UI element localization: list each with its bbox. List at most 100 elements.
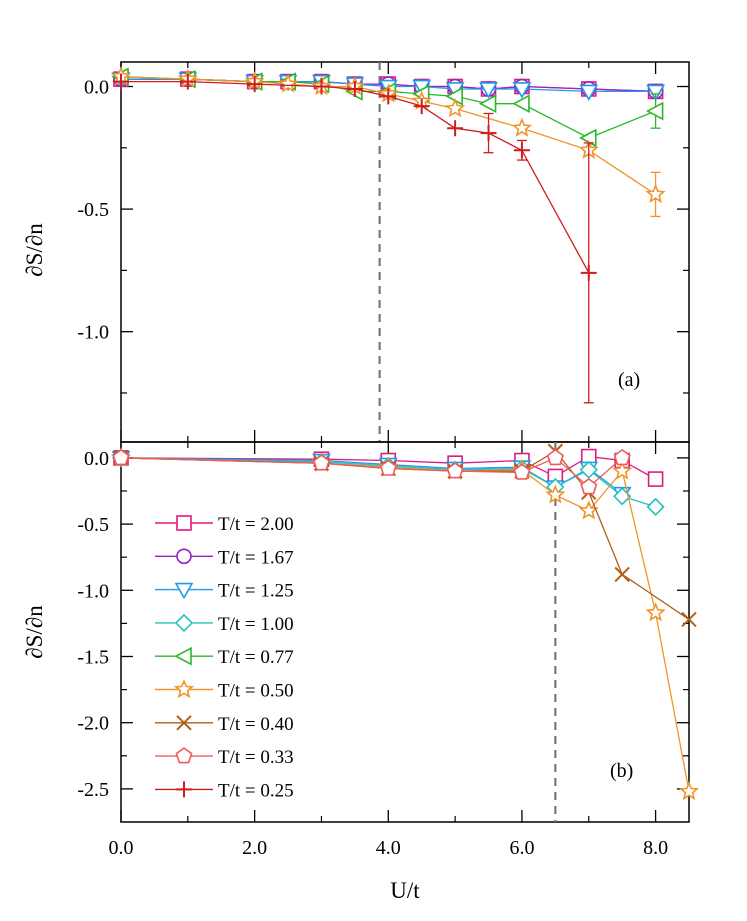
data-point-star xyxy=(545,484,566,504)
legend-label: T/t = 1.00 xyxy=(218,614,294,635)
data-point-triangle-down xyxy=(479,82,498,99)
data-point-star xyxy=(511,117,532,137)
legend-entry: T/t = 0.40 xyxy=(155,714,294,735)
legend-entry: T/t = 0.50 xyxy=(155,678,294,702)
data-point-plus xyxy=(246,76,263,93)
data-point-triangle-left xyxy=(512,94,530,114)
legend-marker-star xyxy=(173,678,195,699)
y-tick-label: -1.0 xyxy=(77,322,109,344)
data-point-triangle-left xyxy=(645,101,664,121)
data-point-star xyxy=(645,183,666,204)
series-line xyxy=(120,457,690,792)
panel-b: 0.0-0.5-1.0-1.5-2.0-2.5 0.0 2.0 4.0 6.0 8.0 … xyxy=(22,441,700,903)
legend-label: T/t = 0.77 xyxy=(218,647,294,668)
data-point-plus xyxy=(413,98,430,115)
data-point-plus xyxy=(313,78,330,95)
y-tick-label: -1.5 xyxy=(77,646,109,668)
y-tick-label: -2.5 xyxy=(77,779,109,801)
series-line xyxy=(120,450,690,620)
data-point-pentagon xyxy=(513,463,531,480)
panel-b-series xyxy=(110,443,700,801)
x-axis-label: U/t xyxy=(390,878,420,903)
legend-label: T/t = 0.33 xyxy=(218,747,294,768)
data-point-plus xyxy=(380,88,397,105)
data-point-star xyxy=(445,98,466,118)
x-tick-label: 4.0 xyxy=(376,837,401,859)
legend-marker-x xyxy=(176,715,192,731)
data-point-star xyxy=(612,460,633,480)
data-point-pentagon xyxy=(546,448,564,466)
legend-marker-square xyxy=(176,515,192,531)
legend-entry: T/t = 2.00 xyxy=(155,514,294,535)
legend-entry: T/t = 0.25 xyxy=(155,780,294,801)
legend-label: T/t = 1.25 xyxy=(218,581,294,602)
panel-a: 0.0 -0.5 -1.0 (a) ∂S/∂n xyxy=(22,61,690,443)
x-tick-label: 8.0 xyxy=(643,837,668,859)
legend-entry: T/t = 1.67 xyxy=(155,547,294,568)
panel-a-frame xyxy=(120,61,690,443)
data-point-triangle-down xyxy=(646,84,665,102)
data-point-pentagon xyxy=(379,459,397,476)
series-t-t-0-25 xyxy=(113,73,597,404)
data-point-triangle-left xyxy=(478,94,497,114)
legend-label: T/t = 0.40 xyxy=(218,714,294,735)
legend-label: T/t = 2.00 xyxy=(218,514,294,535)
panel-a-series xyxy=(110,66,666,404)
data-point-star xyxy=(678,780,700,801)
data-point-diamond xyxy=(646,497,665,517)
panel-b-ticks xyxy=(120,442,689,822)
panel-b-frame xyxy=(120,441,690,823)
data-point-pentagon xyxy=(112,448,130,466)
data-point-star xyxy=(645,602,666,622)
y-tick-label: 0.0 xyxy=(84,448,109,470)
data-point-pentagon xyxy=(580,478,598,495)
y-tick-label: 0.0 xyxy=(84,77,109,99)
panel-b-ylabel: ∂S/∂n xyxy=(22,605,47,659)
legend-marker-diamond xyxy=(174,613,194,633)
data-point-pentagon xyxy=(312,454,331,471)
x-tick-label: 2.0 xyxy=(242,837,267,859)
y-tick-label: -0.5 xyxy=(77,199,109,221)
data-point-star xyxy=(278,73,299,93)
panel-a-ytick-labels: 0.0 -0.5 -1.0 xyxy=(77,77,109,344)
legend-entry: T/t = 0.77 xyxy=(155,646,294,668)
data-point-plus xyxy=(580,264,597,281)
data-point-plus xyxy=(513,142,530,159)
data-point-x xyxy=(614,566,630,583)
panel-a-ylabel: ∂S/∂n xyxy=(22,223,47,277)
legend-entry: T/t = 0.33 xyxy=(155,747,294,768)
y-tick-label: -0.5 xyxy=(77,514,109,536)
panel-b-xtick-labels: 0.0 2.0 4.0 6.0 8.0 xyxy=(109,837,669,859)
legend-marker-triangle-down xyxy=(174,582,194,600)
data-point-plus xyxy=(447,120,464,137)
legend-marker-circle xyxy=(176,548,192,565)
data-point-square xyxy=(647,471,664,487)
series-t-t-0-50 xyxy=(110,447,700,801)
series-line xyxy=(120,76,656,195)
legend-marker-pentagon xyxy=(175,747,193,764)
data-point-diamond xyxy=(579,460,598,479)
panel-a-tag: (a) xyxy=(618,369,640,391)
data-point-plus xyxy=(113,73,129,90)
legend-entry: T/t = 1.00 xyxy=(155,613,294,635)
legend: T/t = 2.00 T/t = 1.67 T/t = 1.25 T/t = 1.00… xyxy=(155,514,294,801)
legend-marker-triangle-left xyxy=(174,646,192,666)
data-point-pentagon xyxy=(446,462,464,479)
legend-label: T/t = 0.50 xyxy=(218,681,294,702)
data-point-plus xyxy=(179,73,196,90)
y-tick-label: -2.0 xyxy=(77,713,109,735)
legend-label: T/t = 1.67 xyxy=(218,547,294,568)
panel-b-tag: (b) xyxy=(610,760,633,782)
data-point-pentagon xyxy=(613,448,631,466)
x-tick-label: 0.0 xyxy=(109,837,134,859)
data-point-plus xyxy=(480,125,497,142)
legend-label: T/t = 0.25 xyxy=(218,780,294,801)
x-tick-label: 6.0 xyxy=(509,837,534,859)
legend-entry: T/t = 1.25 xyxy=(155,581,294,602)
panel-b-ytick-labels: 0.0 -0.5 -1.0 -1.5 -2.0 -2.5 xyxy=(77,448,109,801)
data-point-plus xyxy=(346,80,363,97)
panel-a-ticks xyxy=(120,62,689,442)
series-t-t-0-33 xyxy=(112,448,631,495)
data-point-triangle-down xyxy=(579,84,599,102)
